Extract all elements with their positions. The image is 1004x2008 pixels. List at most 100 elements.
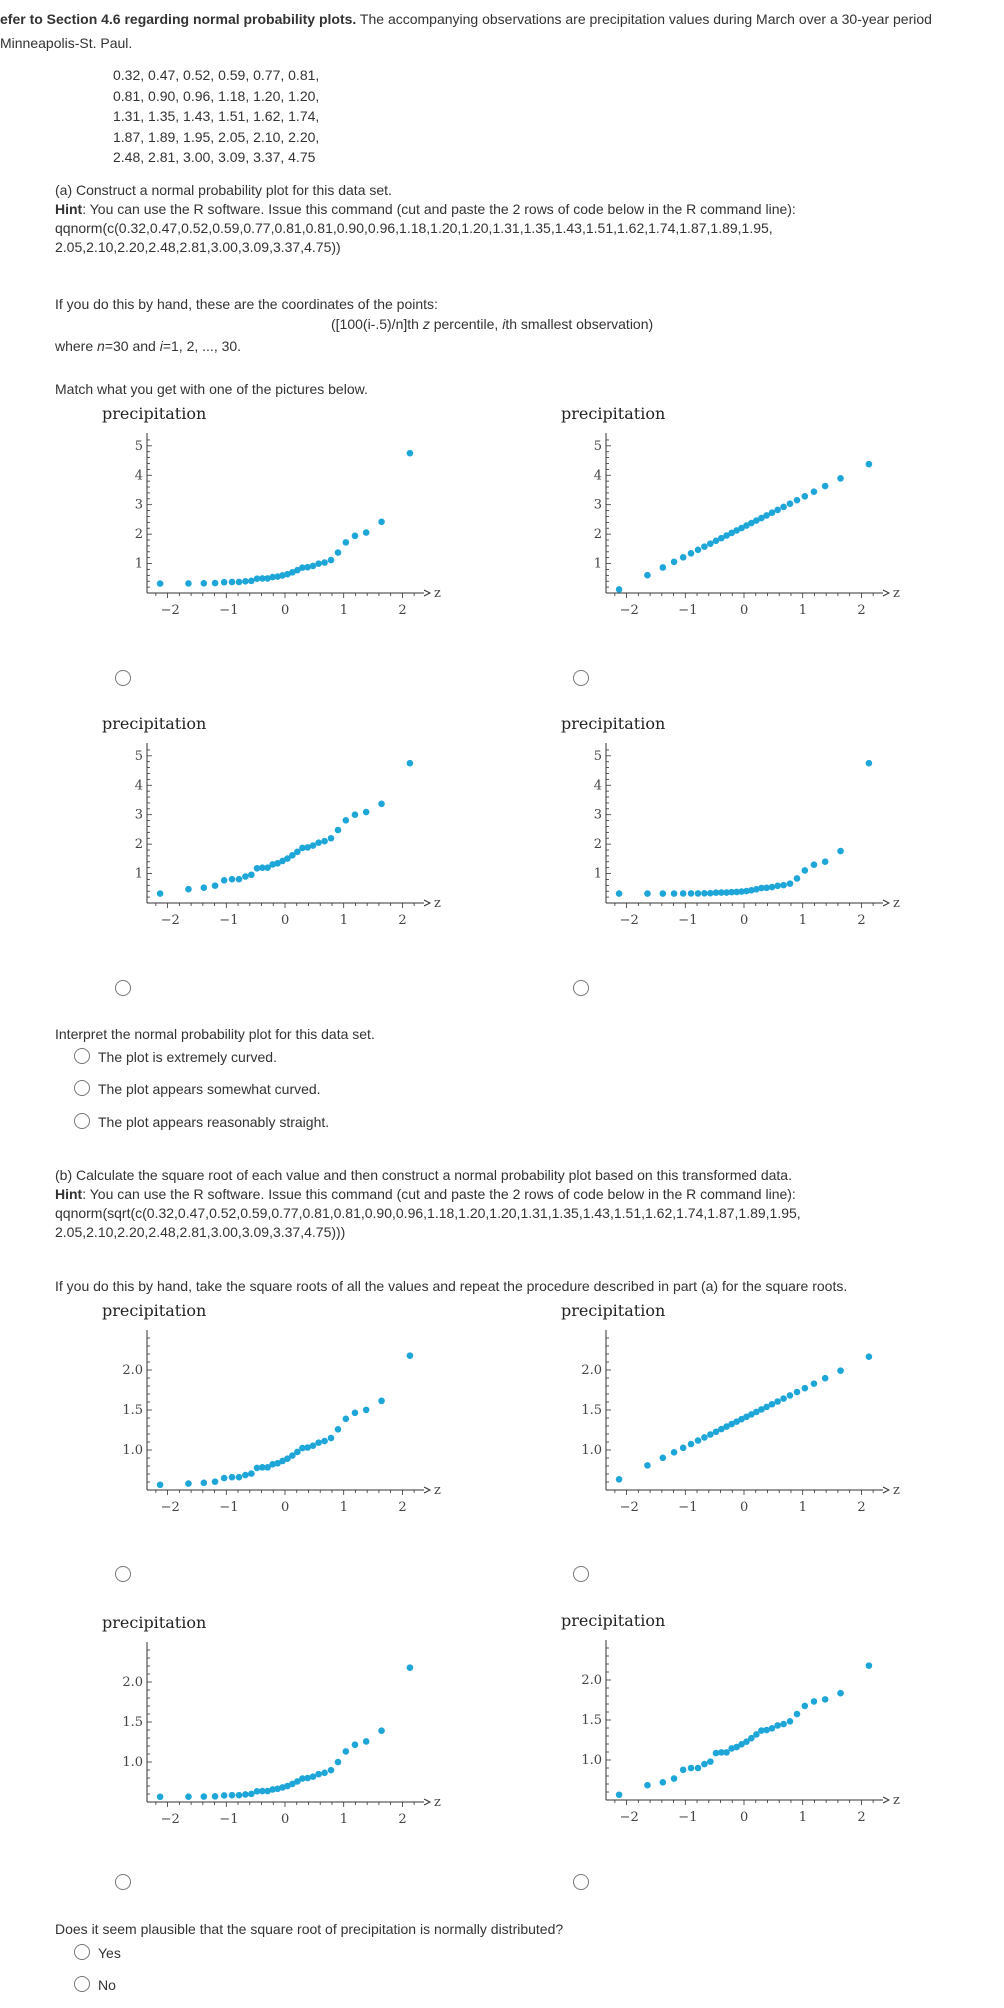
plot-a3-radio[interactable]	[115, 980, 131, 996]
data-point	[763, 1403, 770, 1411]
data-point	[242, 578, 249, 585]
data-point	[753, 885, 760, 893]
hint-text: : You can use the R software. Issue this…	[82, 1186, 796, 1202]
data-point	[294, 566, 301, 574]
data-point	[738, 1741, 745, 1748]
plot-a2-radio[interactable]	[573, 670, 589, 686]
data-point	[670, 558, 678, 566]
y-tick-label: 1	[594, 867, 602, 882]
y-tick-label: 3	[135, 808, 143, 823]
data-point	[253, 1788, 261, 1795]
plot-title: precipitation	[561, 404, 665, 423]
r-code-line[interactable]: 2.05,2.10,2.20,2.48,2.81,3.00,3.09,3.37,…	[55, 1224, 346, 1240]
x-tick-label: 0	[281, 1812, 289, 1827]
data-point	[701, 543, 708, 550]
data-point	[220, 1474, 228, 1482]
by-hand-text-b: If you do this by hand, take the square …	[55, 1278, 848, 1294]
data-point	[228, 578, 236, 586]
data-point	[615, 1475, 623, 1483]
plot-b4: precipitation z −2 −1 0 1 2 1.0 1.5 2.0	[561, 1611, 999, 1867]
plot-b1-radio[interactable]	[115, 1566, 131, 1582]
x-tick-label: −1	[678, 1500, 697, 1515]
no-radio[interactable]	[74, 1976, 90, 1992]
data-point	[837, 847, 844, 855]
data-point	[248, 871, 255, 879]
data-point	[253, 864, 261, 872]
option-radio[interactable]	[74, 1080, 90, 1096]
data-point	[753, 517, 760, 524]
data-point	[406, 1664, 414, 1671]
data-point	[156, 890, 164, 897]
x-tick-label: −1	[678, 603, 697, 618]
x-tick-label: −1	[219, 1500, 238, 1515]
plot-a1-radio[interactable]	[115, 670, 131, 686]
x-tick-label: 0	[740, 913, 748, 928]
part-b-title: (b) Calculate the square root of each va…	[55, 1167, 792, 1183]
data-point	[670, 1775, 678, 1782]
y-tick-label: 1.5	[581, 1403, 602, 1418]
x-axis-arrow	[882, 899, 891, 907]
data-point	[264, 575, 271, 582]
data-point	[774, 1722, 781, 1729]
data-point	[723, 532, 730, 539]
x-tick-label: −2	[161, 913, 180, 928]
data-point	[644, 1462, 651, 1469]
y-tick-label: 1.5	[581, 1713, 602, 1728]
x-tick-label: 2	[857, 1810, 865, 1825]
chart-svg: precipitation z −2 −1 0 1 2 1 2 3 4 5	[102, 404, 441, 618]
data-point	[289, 1780, 296, 1788]
data-point	[284, 855, 291, 862]
x-axis-label: z	[434, 1483, 441, 1498]
data-point	[748, 1734, 755, 1742]
plot-a4-radio[interactable]	[573, 980, 589, 996]
plot-b4-radio[interactable]	[573, 1874, 589, 1890]
data-point	[315, 560, 322, 567]
plot-b3: precipitation z −2 −1 0 1 2 1.0 1.5 2.0	[102, 1613, 540, 1869]
yes-radio[interactable]	[74, 1944, 90, 1960]
data-point	[712, 537, 720, 545]
y-tick-label: 5	[135, 439, 143, 454]
data-point	[743, 887, 750, 895]
data-point	[774, 1398, 781, 1405]
data-point	[248, 1470, 255, 1477]
data-point	[687, 1764, 695, 1772]
data-point	[269, 1786, 276, 1793]
data-point	[242, 1471, 249, 1479]
r-code-line[interactable]: 2.05,2.10,2.20,2.48,2.81,3.00,3.09,3.37,…	[55, 239, 341, 255]
x-tick-label: 2	[398, 1500, 406, 1515]
data-point	[327, 1766, 335, 1774]
x-axis-label: z	[893, 896, 900, 911]
data-point	[156, 1793, 164, 1801]
option-label: The plot is extremely curved.	[98, 1049, 277, 1065]
data-point	[309, 842, 317, 849]
data-point	[315, 839, 322, 846]
data-point	[659, 1454, 667, 1462]
y-tick-label: 2	[594, 837, 602, 852]
option-radio[interactable]	[74, 1113, 90, 1129]
x-tick-label: 0	[740, 603, 748, 618]
data-point	[701, 889, 708, 897]
data-point	[259, 864, 266, 871]
option-radio[interactable]	[74, 1048, 90, 1064]
data-point	[718, 1749, 725, 1756]
y-tick-label: 1.0	[581, 1443, 602, 1458]
data-point	[200, 1793, 208, 1800]
data-point	[615, 586, 623, 593]
data-point	[269, 1461, 276, 1468]
plot-b2-radio[interactable]	[573, 1566, 589, 1582]
data-point	[712, 889, 720, 896]
data-point	[687, 550, 695, 557]
x-tick-label: −1	[219, 603, 238, 618]
data-point	[801, 867, 809, 874]
x-tick-label: −2	[620, 603, 639, 618]
data-point	[644, 571, 651, 579]
data-point	[200, 1479, 208, 1487]
data-point	[644, 890, 651, 897]
r-code-line[interactable]: qqnorm(sqrt(c(0.32,0.47,0.52,0.59,0.77,0…	[55, 1205, 801, 1221]
plot-b3-radio[interactable]	[115, 1874, 131, 1890]
r-code-line[interactable]: qqnorm(c(0.32,0.47,0.52,0.59,0.77,0.81,0…	[55, 220, 773, 236]
hint-label: Hint	[55, 201, 83, 217]
x-tick-label: −1	[678, 1810, 697, 1825]
yes-label: Yes	[98, 1945, 121, 1961]
data-point	[321, 837, 328, 845]
